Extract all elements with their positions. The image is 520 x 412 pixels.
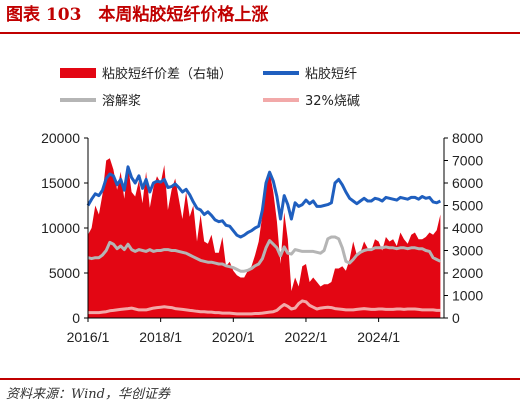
series-line-soda (88, 299, 441, 316)
left-tick-label: 10000 (41, 220, 80, 236)
x-tick-label: 2022/1 (285, 329, 328, 345)
right-tick-label: 0 (452, 310, 460, 326)
right-tick-label: 3000 (452, 243, 483, 259)
right-tick-label: 8000 (452, 130, 483, 146)
series-line-viscose (86, 165, 442, 239)
series-area-spread (88, 158, 441, 318)
right-tick-label: 6000 (452, 175, 483, 191)
top-rule (0, 32, 520, 34)
right-tick-label: 7000 (452, 153, 483, 169)
legend-label-pulp: 溶解浆 (102, 94, 141, 109)
left-tick-label: 15000 (41, 175, 80, 191)
series-line-pulp (87, 235, 442, 273)
left-tick-label: 20000 (41, 130, 80, 146)
legend-label-soda: 32%烧碱 (305, 94, 360, 109)
figure-title: 图表 103 本周粘胶短纤价格上涨 (6, 5, 269, 25)
legend-swatch-spread (60, 68, 96, 78)
x-tick-label: 2018/1 (139, 329, 182, 345)
source-note: 资料来源：Wind，华创证券 (6, 387, 170, 402)
right-tick-label: 5000 (452, 198, 483, 214)
left-tick-label: 0 (72, 310, 80, 326)
x-tick-label: 2016/1 (67, 329, 110, 345)
right-tick-label: 2000 (452, 265, 483, 281)
legend-label-viscose: 粘胶短纤 (305, 66, 357, 82)
left-tick-label: 5000 (49, 265, 80, 281)
legend-label-spread: 粘胶短纤价差（右轴） (102, 66, 232, 82)
right-tick-label: 1000 (452, 288, 483, 304)
x-tick-label: 2024/1 (357, 329, 400, 345)
bottom-rule (0, 378, 520, 380)
x-tick-label: 2020/1 (212, 329, 255, 345)
right-tick-label: 4000 (452, 220, 483, 236)
